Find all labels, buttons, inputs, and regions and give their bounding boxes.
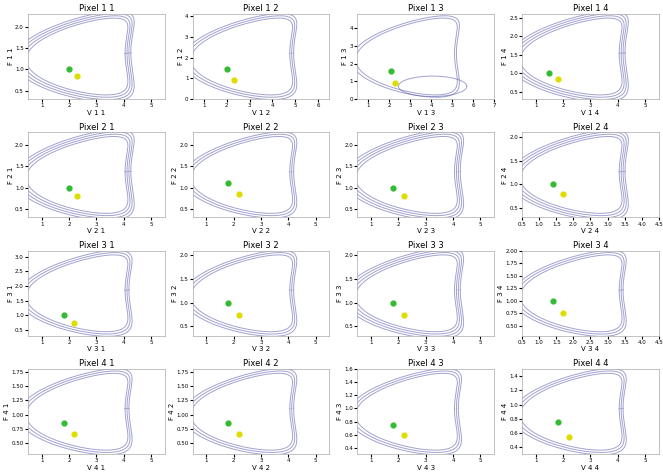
Point — [558, 310, 568, 317]
Point — [386, 67, 396, 75]
Y-axis label: F 3 4: F 3 4 — [499, 285, 505, 302]
X-axis label: V 1 1: V 1 1 — [88, 110, 105, 115]
Point — [72, 72, 82, 79]
X-axis label: V 4 2: V 4 2 — [252, 465, 270, 471]
Point — [72, 192, 82, 200]
X-axis label: V 2 1: V 2 1 — [88, 228, 105, 234]
Point — [234, 311, 245, 318]
Y-axis label: F 4 3: F 4 3 — [337, 403, 343, 420]
X-axis label: V 1 4: V 1 4 — [581, 110, 599, 115]
Point — [234, 190, 245, 198]
Y-axis label: F 3 1: F 3 1 — [8, 285, 14, 302]
Point — [388, 184, 398, 191]
Y-axis label: F 3 3: F 3 3 — [337, 285, 343, 302]
Point — [58, 419, 69, 427]
Title: Pixel 3 1: Pixel 3 1 — [78, 241, 114, 250]
Title: Pixel 2 2: Pixel 2 2 — [243, 123, 279, 132]
Point — [221, 65, 232, 73]
Title: Pixel 4 3: Pixel 4 3 — [408, 360, 444, 369]
Y-axis label: F 4 4: F 4 4 — [502, 403, 508, 420]
Y-axis label: F 4 1: F 4 1 — [4, 403, 10, 420]
Point — [552, 418, 563, 426]
Y-axis label: F 1 2: F 1 2 — [178, 48, 184, 65]
Point — [223, 299, 233, 306]
Title: Pixel 4 1: Pixel 4 1 — [79, 360, 114, 369]
Y-axis label: F 2 1: F 2 1 — [8, 166, 14, 184]
Point — [223, 419, 233, 427]
Title: Pixel 1 4: Pixel 1 4 — [573, 4, 608, 13]
Point — [223, 180, 233, 187]
X-axis label: V 1 2: V 1 2 — [252, 110, 270, 115]
X-axis label: V 1 3: V 1 3 — [416, 110, 435, 115]
Point — [69, 431, 80, 438]
X-axis label: V 3 3: V 3 3 — [416, 346, 435, 352]
Y-axis label: F 2 3: F 2 3 — [337, 166, 343, 184]
Point — [390, 79, 400, 87]
Title: Pixel 1 1: Pixel 1 1 — [79, 4, 114, 13]
Y-axis label: F 1 1: F 1 1 — [8, 48, 14, 65]
Title: Pixel 2 4: Pixel 2 4 — [573, 123, 608, 132]
Title: Pixel 4 4: Pixel 4 4 — [573, 360, 608, 369]
Point — [398, 431, 409, 438]
Title: Pixel 3 3: Pixel 3 3 — [408, 241, 444, 250]
Point — [69, 319, 80, 326]
X-axis label: V 3 2: V 3 2 — [252, 346, 270, 352]
Point — [398, 311, 409, 318]
X-axis label: V 4 1: V 4 1 — [88, 465, 105, 471]
Point — [234, 431, 245, 438]
Point — [558, 190, 568, 198]
Point — [58, 312, 69, 319]
X-axis label: V 3 4: V 3 4 — [581, 346, 599, 352]
X-axis label: V 3 1: V 3 1 — [88, 346, 105, 352]
Title: Pixel 1 3: Pixel 1 3 — [408, 4, 444, 13]
Y-axis label: F 4 2: F 4 2 — [169, 403, 175, 420]
Point — [544, 69, 555, 77]
X-axis label: V 2 3: V 2 3 — [416, 228, 435, 234]
Y-axis label: F 2 2: F 2 2 — [172, 166, 178, 183]
Y-axis label: F 3 2: F 3 2 — [172, 285, 178, 302]
Point — [64, 66, 74, 73]
X-axis label: V 2 4: V 2 4 — [581, 228, 599, 234]
Title: Pixel 2 3: Pixel 2 3 — [408, 123, 444, 132]
Point — [564, 433, 574, 440]
Title: Pixel 1 2: Pixel 1 2 — [243, 4, 279, 13]
X-axis label: V 4 4: V 4 4 — [581, 465, 599, 471]
Point — [548, 180, 558, 188]
X-axis label: V 4 3: V 4 3 — [416, 465, 435, 471]
Y-axis label: F 2 4: F 2 4 — [502, 166, 508, 183]
Y-axis label: F 1 4: F 1 4 — [502, 48, 508, 65]
Title: Pixel 2 1: Pixel 2 1 — [79, 123, 114, 132]
Point — [388, 421, 398, 428]
Point — [64, 184, 74, 191]
Title: Pixel 3 2: Pixel 3 2 — [243, 241, 279, 250]
Title: Pixel 3 4: Pixel 3 4 — [573, 241, 608, 250]
Title: Pixel 4 2: Pixel 4 2 — [243, 360, 279, 369]
X-axis label: V 2 2: V 2 2 — [252, 228, 270, 234]
Point — [398, 192, 409, 200]
Point — [388, 299, 398, 306]
Y-axis label: F 1 3: F 1 3 — [342, 48, 348, 65]
Point — [228, 76, 239, 84]
Point — [552, 75, 563, 83]
Point — [548, 297, 558, 304]
